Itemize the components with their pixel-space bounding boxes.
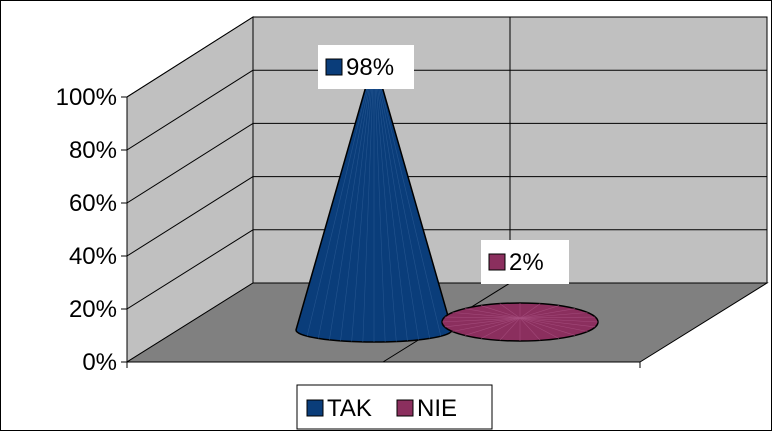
cone-tak [295, 55, 453, 343]
cone-shade-line [444, 317, 521, 328]
cone-shade-line [340, 58, 375, 341]
data-marks [295, 55, 599, 343]
cone-shade-line [373, 58, 386, 342]
cone-shade-line [317, 58, 375, 339]
legend-swatch [306, 399, 324, 417]
cone-shade-line [373, 58, 408, 341]
cone-shade-line [519, 312, 588, 319]
cone-shade-line [480, 317, 521, 339]
legend-swatch [396, 399, 414, 417]
cone-shade-line [329, 58, 375, 340]
gridline-side [126, 69, 254, 151]
value-label: 98% [346, 54, 394, 81]
cone-shade-line [499, 303, 521, 319]
y-tick-label: 20% [69, 296, 117, 323]
cone-shade-line [519, 317, 588, 332]
data-labels: 98% 2% [318, 45, 569, 284]
y-tick-label: 0% [82, 349, 117, 376]
cone-shade-line [519, 317, 596, 328]
legend-box [296, 384, 493, 430]
gridline-side [126, 122, 254, 204]
cone-shade-line [464, 308, 521, 319]
cone-shade-line [519, 308, 576, 319]
cone-shade-line [519, 317, 541, 341]
cone-shade-line [519, 303, 541, 319]
gridline-side [126, 16, 254, 98]
cone-shade-line [464, 317, 521, 336]
cone-shade-line [306, 58, 375, 337]
cone-shade-line [519, 305, 560, 319]
cone-shade-line [373, 58, 431, 339]
cone-shade-line [351, 58, 375, 342]
cone-shade-line [519, 316, 596, 319]
y-tick-label: 40% [69, 243, 117, 270]
cone-shade-line [452, 317, 521, 332]
cone-shade-line [480, 305, 521, 319]
y-tick-label: 60% [69, 190, 117, 217]
value-label: 2% [509, 249, 544, 276]
cone-shade-line [519, 317, 576, 336]
gridline-side [126, 176, 254, 257]
legend: TAK NIE [296, 384, 493, 430]
cone-shade-line [441, 317, 521, 323]
cone-shade-line [499, 317, 521, 341]
cone-nie [441, 302, 599, 342]
cone-shade-line [373, 58, 397, 342]
value-label-swatch [488, 253, 506, 271]
cone-shade-line [519, 317, 560, 339]
legend-label: TAK [327, 395, 372, 422]
gridline-side [126, 229, 254, 310]
cone-shade-line [444, 316, 521, 319]
legend-label: NIE [417, 395, 457, 422]
cone-shade-line [519, 317, 599, 323]
value-label-swatch [325, 58, 343, 76]
cone-shade-line [373, 58, 442, 337]
y-tick-label: 100% [56, 84, 117, 111]
y-tick-label: 80% [69, 137, 117, 164]
y-axis: 0% 20% 40% 60% 80% 100% [56, 84, 641, 376]
cone-shade-line [373, 58, 419, 340]
cone-shade-line [452, 312, 521, 319]
cone-shade-line [362, 58, 375, 342]
